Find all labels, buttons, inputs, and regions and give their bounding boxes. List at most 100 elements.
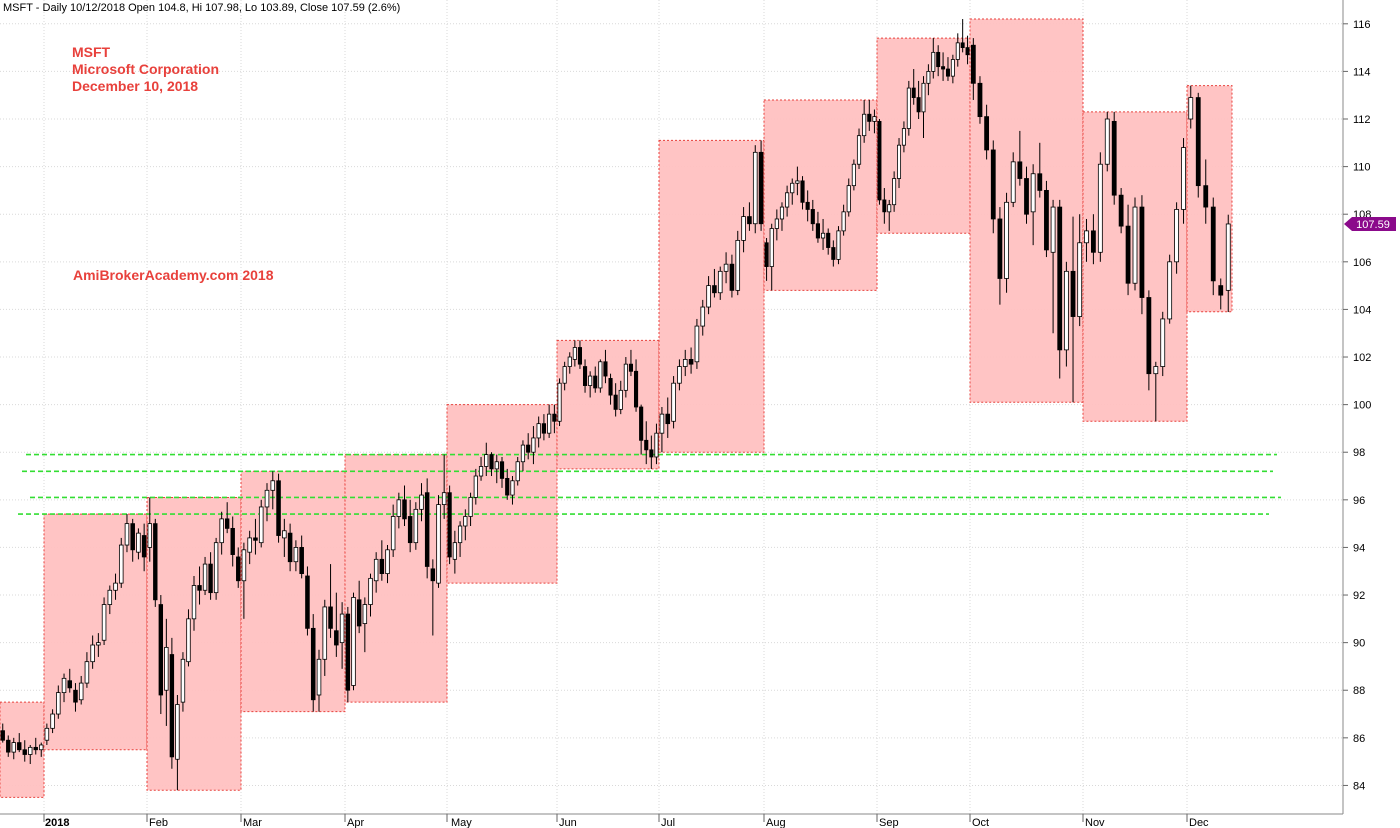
candle-1-15 [130,518,135,562]
candle-body [706,285,711,308]
candle-body [130,523,135,551]
candle-body [831,247,836,260]
candle-body [1218,285,1224,296]
candle-9-14 [945,57,950,81]
candle-12-5 [1225,214,1231,313]
candle-5-19 [547,404,552,438]
candle-body [1091,230,1096,253]
candle-11-4 [1111,111,1117,205]
candle-2-15 [230,516,235,567]
candle-3-15 [328,564,333,638]
range-box-1 [43,513,148,751]
candle-body [101,604,107,641]
candle-body [39,744,44,751]
candle-body [694,325,700,363]
candle-4-4 [368,573,373,617]
candle-body [339,613,345,644]
candle-body [510,480,515,496]
candle-body [44,727,50,741]
candle-9-2 [887,199,892,231]
candle-body [390,516,396,551]
candle-12-0 [1188,85,1194,129]
candle-body [494,461,499,470]
y-tick-label-94: 94 [1353,542,1365,554]
candle-2-13 [219,511,224,555]
candle-body [618,389,623,410]
candle-body [310,627,316,701]
candle-body [588,375,593,386]
candle-6-4 [577,340,583,369]
candle-body [224,518,230,529]
candle-body [33,746,38,751]
candle-body [950,59,955,77]
candle-body [769,228,774,267]
y-tick-label-106: 106 [1353,257,1371,269]
candle-body [608,378,613,396]
axes [0,0,1344,815]
candle-1-12 [113,573,118,600]
candle-2-0 [147,497,152,562]
candle-body [712,285,717,294]
candle-1-13 [118,537,124,588]
candle-0-6 [33,737,38,755]
last-price-tag [1344,216,1396,231]
candle-body [872,116,877,122]
monthly-range-boxes [0,18,1233,798]
candle-4-2 [356,580,362,634]
candle-10-4 [997,207,1003,305]
candle-body [520,444,526,463]
candle-6-2 [567,352,572,374]
candle-body [990,149,996,220]
candle-body [567,356,572,367]
candle-9-12 [936,45,941,77]
candle-body [677,366,682,384]
candle-8-20 [867,99,872,131]
candle-12-3 [1210,197,1216,296]
candle-body [826,232,831,248]
candle-8-10 [815,211,821,243]
candle-10-12 [1050,199,1056,334]
y-tick-label-100: 100 [1353,400,1371,412]
x-tick-label-7: Aug [766,817,786,828]
candle-11-12 [1167,254,1173,324]
candle-body [1010,161,1016,203]
y-tick-label-98: 98 [1353,447,1365,459]
candle-body [970,44,976,84]
candle-1-0 [44,723,50,745]
candle-7-14 [741,207,746,253]
y-tick-label-112: 112 [1353,114,1371,126]
y-tick-label-102: 102 [1353,352,1371,364]
candle-body [723,263,729,272]
x-tick-label-5: Jun [559,817,577,828]
candle-10-9 [1030,164,1036,246]
candle-2-3 [164,618,169,726]
candle-body [345,613,351,691]
candle-2-9 [197,566,202,605]
candle-5-12 [510,476,515,505]
candle-8-8 [805,190,810,222]
candle-body [56,692,61,715]
candle-3-6 [276,473,281,543]
candle-10-1 [977,76,983,124]
candle-8-4 [785,185,790,217]
candle-9-1 [882,188,887,224]
candle-10-8 [1024,166,1029,224]
y-tick-label-84: 84 [1353,780,1365,792]
candle-2-8 [191,575,197,631]
candle-body [921,82,926,113]
candle-body [1225,223,1231,291]
candle-body [1070,270,1076,317]
candle-body [17,742,22,751]
candle-body [892,178,897,206]
candle-body [936,51,941,68]
x-tick-label-1: Feb [149,817,168,828]
candle-4-1 [351,592,356,691]
candle-body [107,589,113,605]
support-lines [18,453,1281,515]
candle-body [774,218,779,229]
candle-9-16 [955,33,960,67]
candle-body [633,370,639,408]
candle-2-5 [175,694,180,791]
candle-body [735,239,741,291]
candle-body [136,532,141,553]
